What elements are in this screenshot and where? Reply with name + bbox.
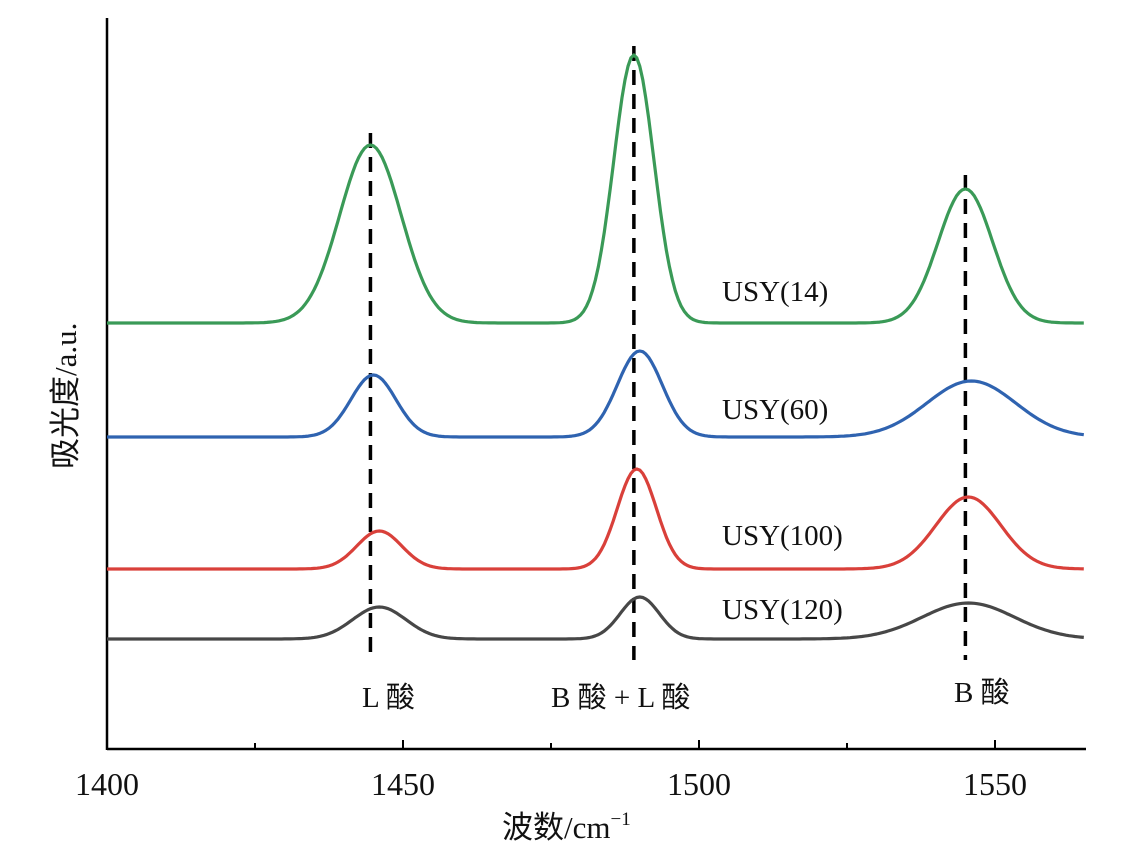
series-line (107, 349, 1085, 439)
series-label: USY(60) (722, 394, 828, 426)
series-labels: USY(14) USY(60) USY(100) USY(120) (722, 276, 843, 626)
series-line (107, 53, 1084, 325)
reference-label: L 酸 (362, 681, 415, 714)
x-axis-tick-labels: 1400 1450 1500 1550 (75, 766, 1027, 802)
series-label: USY(120) (722, 594, 843, 626)
x-axis-title: 波数/cm−1 (502, 809, 631, 845)
spectrum-curves (107, 53, 1085, 641)
x-axis-title-superscript: −1 (611, 809, 631, 830)
reference-label: B 酸 + L 酸 (551, 681, 690, 714)
x-tick-label: 1500 (667, 766, 731, 802)
series-line (107, 467, 1084, 571)
x-tick-label: 1550 (963, 766, 1027, 802)
reference-lines (368, 46, 968, 660)
y-axis-title: 吸光度/a.u. (48, 323, 83, 469)
series-label: USY(14) (722, 276, 828, 308)
reference-label: B 酸 (954, 676, 1010, 709)
series-label: USY(100) (722, 520, 843, 552)
series-line (107, 595, 1084, 641)
x-tick-label: 1400 (75, 766, 139, 802)
x-axis-ticks (106, 740, 996, 749)
reference-labels: L 酸 B 酸 + L 酸 B 酸 (362, 676, 1010, 714)
x-tick-label: 1450 (371, 766, 435, 802)
